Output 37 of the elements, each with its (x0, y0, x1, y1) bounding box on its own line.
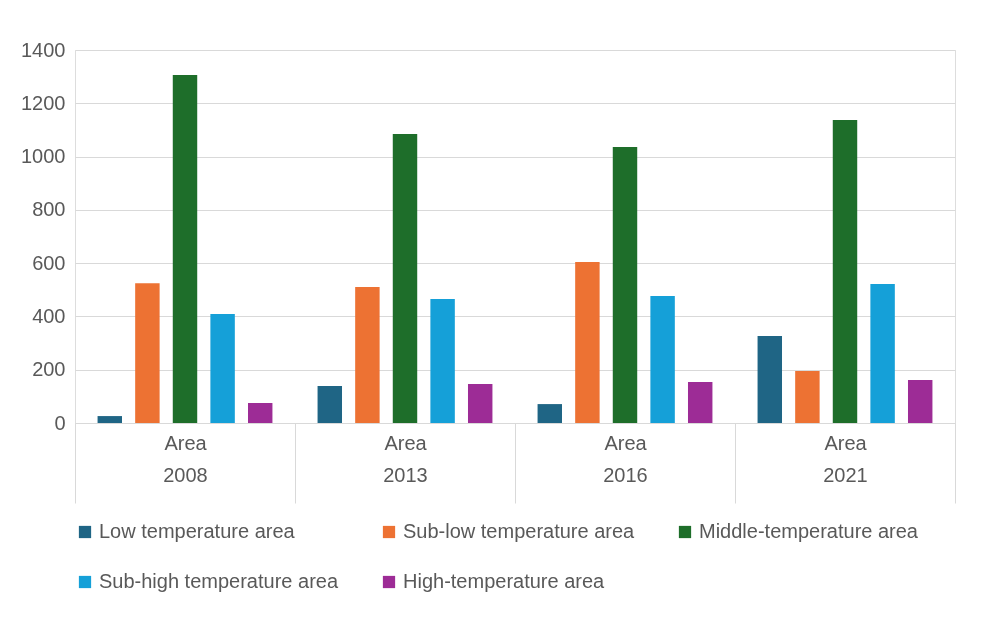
y-tick-label: 1400 (21, 38, 66, 61)
bar (247, 403, 273, 423)
y-tick-label: 400 (32, 304, 66, 327)
y-tick-label: 600 (32, 251, 66, 274)
y-tick-label: 1200 (21, 91, 66, 114)
bar (907, 380, 933, 423)
legend-label: Low temperature area (99, 520, 296, 542)
bar (392, 133, 418, 423)
y-tick-label: 0 (54, 411, 66, 434)
bar (650, 295, 675, 423)
bar (97, 416, 123, 423)
bar (135, 283, 160, 423)
bar (172, 75, 198, 423)
y-tick-label: 800 (32, 198, 66, 221)
x-tick-label: Area 2021 (823, 431, 868, 486)
legend-label: Sub-low temperature area (403, 520, 636, 542)
bar (757, 335, 783, 423)
bar (687, 381, 713, 423)
bar (795, 371, 820, 423)
bar (537, 404, 563, 423)
x-tick-label: Area 2008 (163, 431, 208, 486)
bar (832, 120, 858, 423)
x-tick-label: Area 2016 (603, 431, 648, 486)
bar (467, 384, 493, 423)
bar (575, 262, 600, 423)
bar (870, 283, 895, 423)
legend-label: Middle-temperature area (699, 520, 919, 542)
y-tick-label: 1000 (21, 145, 66, 168)
legend-label: Sub-high temperature area (99, 570, 339, 592)
bar (612, 146, 638, 423)
bar (210, 314, 235, 423)
legend-label: High-temperature area (403, 570, 606, 592)
bar (355, 287, 380, 423)
bar (317, 385, 343, 423)
y-tick-label: 200 (32, 358, 66, 381)
bar (430, 299, 455, 423)
x-tick-label: Area 2013 (383, 431, 428, 486)
